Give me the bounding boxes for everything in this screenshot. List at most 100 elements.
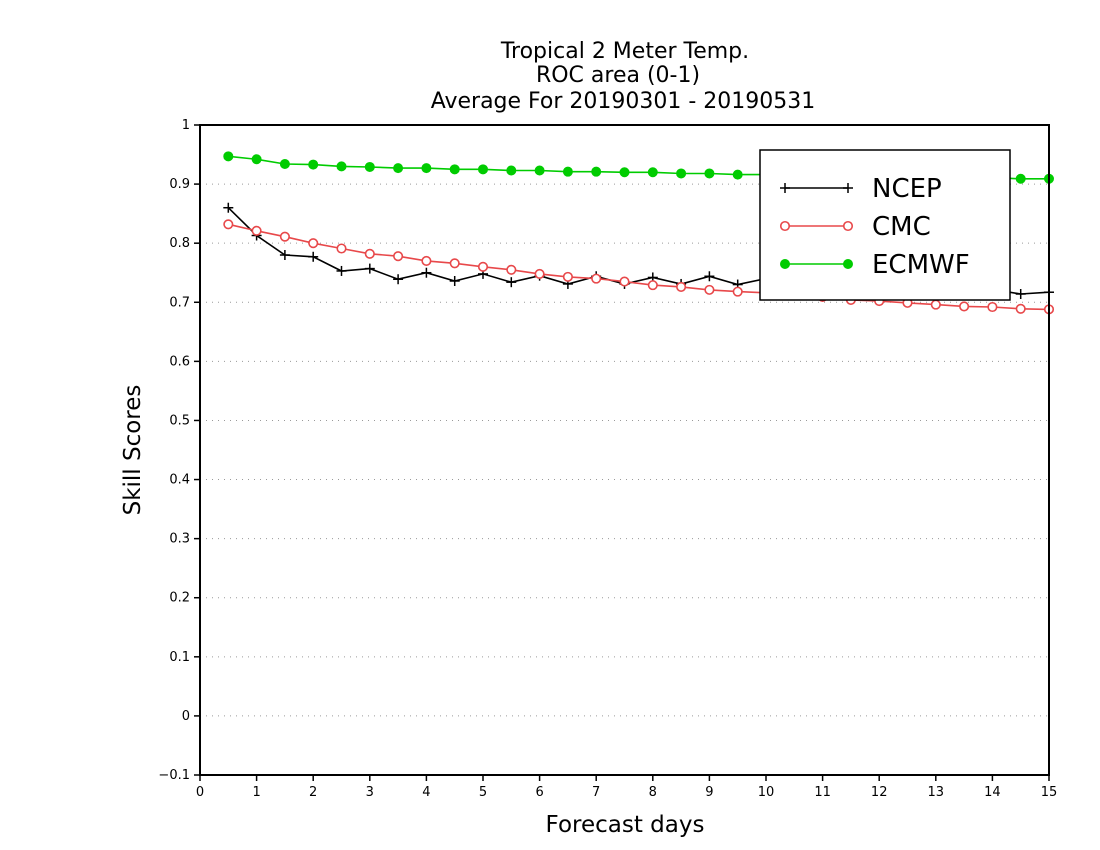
data-point-open-circle [930,299,941,310]
data-point-filled-circle [843,259,853,269]
y-axis-label: Skill Scores [120,385,146,516]
data-point-plus [279,250,290,260]
data-point-filled-circle [732,169,743,180]
y-tick-label: 0.3 [169,532,190,547]
y-tick-label: 0.6 [169,354,190,369]
data-point-plus [704,271,715,282]
data-point-filled-circle [478,164,488,175]
chart-title: Tropical 2 Meter Temp. ROC area (0-1) Av… [431,39,816,114]
x-tick-label: 9 [705,785,713,800]
x-tick-label: 7 [592,785,600,800]
legend-item-cmc: CMC [779,212,931,242]
data-point-plus [843,183,853,193]
legend-box [759,149,1011,301]
data-point-filled-circle [619,167,630,178]
data-point-open-circle [393,251,404,262]
data-point-open-circle [732,286,743,297]
data-point-open-circle [279,231,290,242]
x-tick-label: 1 [252,785,260,800]
title-line-2: ROC area (0-1) [536,63,700,88]
data-point-open-circle [591,273,602,284]
data-point-filled-circle [780,259,790,269]
data-point-open-circle [449,258,460,269]
data-point-open-circle [987,301,998,313]
data-point-filled-circle [647,167,658,178]
title-line-3: Average For 20190301 - 20190531 [431,89,816,114]
legend-items: NCEP CMC ECMWF [779,174,970,280]
data-point-open-circle [534,268,545,279]
data-point-open-circle [704,284,715,295]
data-point-plus [223,202,234,213]
x-tick-label: 12 [871,785,888,800]
legend-label: ECMWF [872,250,970,280]
x-tick-label: 15 [1041,785,1058,800]
data-point-open-circle [477,261,489,272]
data-point-plus [364,263,375,274]
x-tick-label: 0 [196,785,204,800]
legend: NCEP CMC ECMWF [759,149,1011,301]
x-tick-label: 13 [928,785,945,800]
data-point-plus [1015,289,1026,299]
data-point-filled-circle [704,168,715,179]
y-tick-label: −0.1 [158,768,190,783]
title-line-1: Tropical 2 Meter Temp. [500,39,749,64]
data-point-open-circle [336,243,347,254]
data-point-open-circle [308,238,319,249]
data-point-filled-circle [336,161,347,172]
x-tick-label: 11 [814,785,831,800]
data-point-plus [780,183,790,193]
data-point-filled-circle [251,154,262,165]
data-point-filled-circle [279,159,290,169]
y-tick-label: 0 [182,709,190,724]
data-point-plus [336,265,347,276]
ticks-layer: −0.100.10.20.30.40.50.60.70.80.910 1 2 3 4 5 6… [158,118,1057,800]
data-point-filled-circle [308,159,319,170]
data-point-open-circle [1015,303,1026,314]
data-point-open-circle [959,301,970,312]
data-point-open-circle [619,276,630,287]
x-tick-label: 10 [758,785,775,800]
y-tick-label: 0.7 [169,295,190,310]
legend-label: CMC [872,212,931,242]
data-point-open-circle [562,271,573,282]
x-tick-label: 2 [309,785,317,800]
y-tick-label: 0.8 [169,236,190,251]
data-point-filled-circle [449,164,460,175]
data-point-open-circle [779,220,791,232]
x-tick-label: 3 [366,785,374,800]
x-tick-label: 4 [422,785,430,800]
data-point-open-circle [364,248,375,259]
data-point-filled-circle [393,163,404,174]
data-point-open-circle [842,220,854,232]
data-point-open-circle [676,281,687,292]
data-point-filled-circle [223,151,234,162]
y-tick-label: 0.9 [169,177,190,192]
data-point-plus [308,251,319,262]
y-tick-label: 0.2 [169,591,190,606]
data-point-filled-circle [676,168,687,179]
data-point-open-circle [223,219,234,230]
data-point-filled-circle [506,165,517,176]
data-point-open-circle [421,255,432,266]
y-tick-label: 0.5 [169,413,190,428]
data-point-open-circle [251,225,262,236]
x-axis-label: Forecast days [546,812,705,838]
data-point-filled-circle [421,163,432,174]
data-point-filled-circle [562,166,573,177]
y-tick-label: 1 [182,118,190,133]
data-point-plus [393,274,404,285]
x-tick-label: 8 [649,785,657,800]
y-tick-label: 0.1 [169,650,190,665]
data-point-plus [449,276,460,286]
x-tick-label: 6 [535,785,543,800]
data-point-filled-circle [1015,173,1026,184]
legend-item-ecmwf: ECMWF [780,250,970,280]
data-point-filled-circle [591,166,602,177]
data-point-open-circle [647,280,658,291]
plot-frame [199,124,1050,776]
data-point-filled-circle [534,165,545,176]
y-tick-label: 0.4 [169,473,190,488]
data-point-open-circle [506,264,517,275]
data-point-plus [421,267,432,278]
